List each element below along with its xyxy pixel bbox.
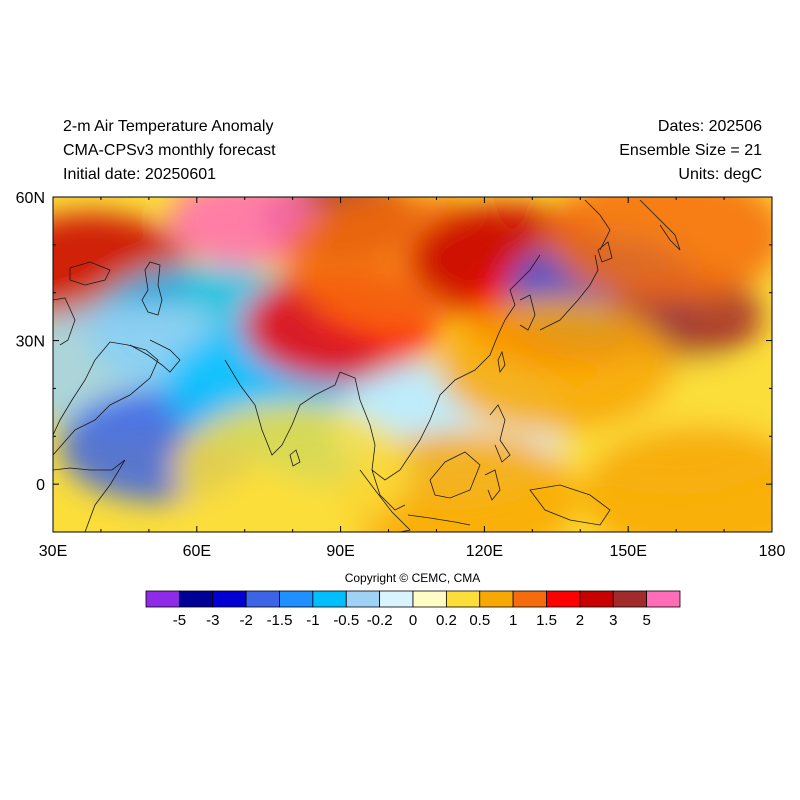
colorbar-label-14: 5 — [642, 612, 650, 629]
anomaly-region-14 — [547, 197, 772, 304]
colorbar-label-3: -1.5 — [267, 612, 293, 629]
colorbar-bin-15 — [646, 590, 681, 608]
x-tick-label-4: 150E — [610, 543, 647, 560]
title-block: 2-m Air Temperature Anomaly CMA-CPSv3 mo… — [63, 115, 276, 187]
colorbar-bin-6 — [345, 590, 381, 608]
colorbar-bin-4 — [279, 590, 314, 608]
y-tick-label-1: 30N — [16, 334, 45, 351]
x-tick-label-0: 30E — [39, 543, 67, 560]
colorbar-bin-8 — [412, 590, 447, 608]
y-tick-label-2: 0 — [36, 477, 45, 494]
info-line-2: Ensemble Size = 21 — [619, 142, 762, 159]
x-tick-label-3: 120E — [466, 543, 503, 560]
colorbar-label-9: 0.5 — [469, 612, 490, 629]
colorbar-label-12: 2 — [576, 612, 584, 629]
info-block: Dates: 202506 Ensemble Size = 21 Units: … — [619, 115, 762, 187]
title-line-3: Initial date: 20250601 — [63, 166, 217, 183]
colorbar-label-6: -0.2 — [367, 612, 393, 629]
anomaly-region-1 — [167, 197, 322, 265]
colorbar-label-1: -3 — [206, 612, 219, 629]
map-axes: 30E 60E 90E 120E 150E 180 60N 30N 0 — [16, 190, 786, 560]
colorbar-label-10: 1 — [509, 612, 517, 629]
x-tick-label-1: 60E — [183, 543, 211, 560]
colorbar-bin-10 — [479, 590, 514, 608]
copyright-notice: Copyright © CEMC, CMA — [344, 571, 481, 585]
colorbar-bin-2 — [212, 590, 247, 608]
colorbar-bin-13 — [579, 590, 614, 608]
colorbar-bin-14 — [612, 590, 648, 608]
colorbar-bin-9 — [445, 590, 481, 608]
x-tick-label-2: 90E — [326, 543, 354, 560]
anomaly-map — [53, 197, 772, 532]
title-line-1: 2-m Air Temperature Anomaly — [63, 118, 274, 135]
coastlines — [53, 199, 681, 532]
info-line-3: Units: degC — [678, 166, 762, 183]
info-line-1: Dates: 202506 — [657, 118, 762, 135]
title-line-2: CMA-CPSv3 monthly forecast — [63, 142, 276, 159]
plot-frame — [52, 196, 773, 533]
colorbar-label-8: 0.2 — [436, 612, 457, 629]
colorbar-bin-1 — [178, 590, 214, 608]
colorbar-bin-7 — [379, 590, 414, 608]
colorbar: -5 -3 -2 -1.5 -1 -0.5 -0.2 0 0.2 0.5 1 1.5 2 3 5 — [145, 590, 681, 629]
colorbar-bin-12 — [546, 590, 581, 608]
x-tick-label-5: 180 — [759, 543, 786, 560]
colorbar-bin-5 — [312, 590, 347, 608]
y-tick-label-0: 60N — [16, 190, 45, 207]
anomaly-region-19 — [581, 425, 772, 532]
anomaly-region-20 — [437, 296, 676, 433]
colorbar-label-0: -5 — [173, 612, 186, 629]
colorbar-bin-0 — [145, 590, 180, 608]
colorbar-label-4: -1 — [306, 612, 319, 629]
colorbar-label-2: -2 — [239, 612, 252, 629]
colorbar-bin-11 — [512, 590, 547, 608]
colorbar-label-11: 1.5 — [536, 612, 557, 629]
colorbar-label-13: 3 — [609, 612, 617, 629]
colorbar-label-5: -0.5 — [333, 612, 359, 629]
anomaly-region-17 — [173, 401, 412, 532]
colorbar-bin-3 — [245, 590, 280, 608]
colorbar-label-7: 0 — [409, 612, 417, 629]
